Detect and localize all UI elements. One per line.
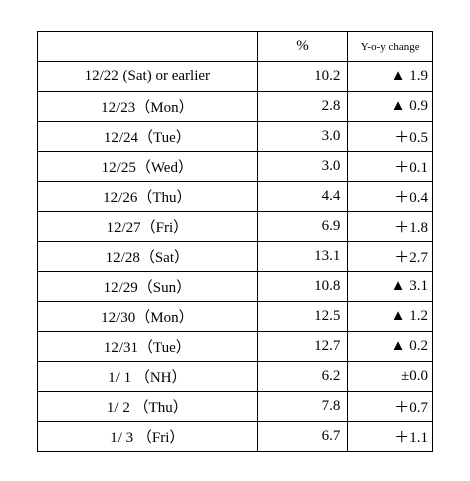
table-row: 12/28（Sat） 13.1 ＋2.7 xyxy=(37,241,433,272)
date-cell: 12/29（Sun） xyxy=(37,271,258,302)
table-row: 1/ 2 （Thu） 7.8 ＋0.7 xyxy=(37,391,433,422)
change-cell: ＋2.7 xyxy=(347,241,433,272)
date-cell: 12/27（Fri） xyxy=(37,211,258,242)
date-cell: 12/23（Mon） xyxy=(37,91,258,122)
change-cell: ＋0.7 xyxy=(347,391,433,422)
table-row: 12/23（Mon） 2.8 ▲ 0.9 xyxy=(37,91,433,122)
percent-cell: 6.7 xyxy=(256,421,349,452)
percent-cell: 2.8 xyxy=(256,91,349,122)
date-cell: 1/ 2 （Thu） xyxy=(37,391,258,422)
change-cell: ▲ 1.9 xyxy=(347,61,433,92)
date-cell: 12/22 (Sat) or earlier xyxy=(37,61,258,92)
date-cell: 1/ 3 （Fri） xyxy=(37,421,258,452)
table-body: % Y-o-y change 12/22 (Sat) or earlier 10.… xyxy=(37,31,433,452)
date-cell: 1/ 1 （NH） xyxy=(37,361,258,392)
date-cell: 12/26（Thu） xyxy=(37,181,258,212)
percent-cell: 12.7 xyxy=(256,331,349,362)
table-row: 12/30（Mon） 12.5 ▲ 1.2 xyxy=(37,301,433,332)
percent-cell: 6.2 xyxy=(256,361,349,392)
change-cell: ±0.0 xyxy=(347,361,433,392)
percent-cell: 7.8 xyxy=(256,391,349,422)
change-cell: ＋0.4 xyxy=(347,181,433,212)
change-cell: ＋0.1 xyxy=(347,151,433,182)
date-cell: 12/24（Tue） xyxy=(37,121,258,152)
change-cell: ▲ 0.2 xyxy=(347,331,433,362)
table-row: 12/26（Thu） 4.4 ＋0.4 xyxy=(37,181,433,212)
data-table: % Y-o-y change 12/22 (Sat) or earlier 10.… xyxy=(37,31,433,452)
percent-cell: 3.0 xyxy=(256,121,349,152)
table-row: 12/24（Tue） 3.0 ＋0.5 xyxy=(37,121,433,152)
date-cell: 12/28（Sat） xyxy=(37,241,258,272)
header-cell: Y-o-y change xyxy=(347,31,433,62)
change-cell: ＋1.1 xyxy=(347,421,433,452)
change-cell: ＋0.5 xyxy=(347,121,433,152)
percent-cell: 13.1 xyxy=(256,241,349,272)
change-cell: ▲ 1.2 xyxy=(347,301,433,332)
date-cell: 12/31（Tue） xyxy=(37,331,258,362)
change-cell: ＋1.8 xyxy=(347,211,433,242)
table-row: 12/27（Fri） 6.9 ＋1.8 xyxy=(37,211,433,242)
table-row: 12/25（Wed） 3.0 ＋0.1 xyxy=(37,151,433,182)
percent-cell: 6.9 xyxy=(256,211,349,242)
header-cell: % xyxy=(256,31,349,62)
percent-cell: 3.0 xyxy=(256,151,349,182)
change-cell: ▲ 0.9 xyxy=(347,91,433,122)
date-cell: 12/30（Mon） xyxy=(37,301,258,332)
change-cell: ▲ 3.1 xyxy=(347,271,433,302)
percent-cell: 12.5 xyxy=(256,301,349,332)
header-cell xyxy=(37,31,258,62)
percent-cell: 10.8 xyxy=(256,271,349,302)
header-row: % Y-o-y change xyxy=(37,31,433,62)
percent-cell: 4.4 xyxy=(256,181,349,212)
table-row: 12/22 (Sat) or earlier 10.2 ▲ 1.9 xyxy=(37,61,433,92)
table-row: 1/ 3 （Fri） 6.7 ＋1.1 xyxy=(37,421,433,452)
table-row: 1/ 1 （NH） 6.2 ±0.0 xyxy=(37,361,433,392)
table-row: 12/31（Tue） 12.7 ▲ 0.2 xyxy=(37,331,433,362)
table-row: 12/29（Sun） 10.8 ▲ 3.1 xyxy=(37,271,433,302)
date-cell: 12/25（Wed） xyxy=(37,151,258,182)
percent-cell: 10.2 xyxy=(256,61,349,92)
